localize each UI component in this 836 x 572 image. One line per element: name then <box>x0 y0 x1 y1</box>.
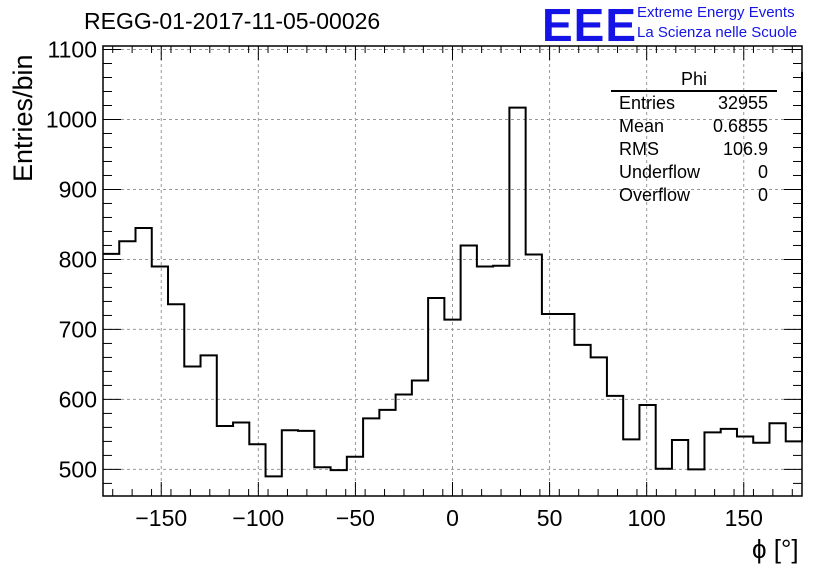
stats-label: Underflow <box>619 162 701 182</box>
x-tick-label: 150 <box>725 505 763 531</box>
stats-row-overflow: Overflow 0 <box>611 184 777 207</box>
y-tick-label: 900 <box>59 176 97 202</box>
stats-box: Phi Entries 32955 Mean 0.6855 RMS 106.9 … <box>611 68 777 207</box>
histogram-bin <box>688 469 704 496</box>
stats-label: Overflow <box>619 185 691 205</box>
stats-row-underflow: Underflow 0 <box>611 161 777 184</box>
eee-logo: EEE <box>542 0 638 51</box>
histogram-bin <box>721 429 737 496</box>
histogram-bin <box>672 440 688 496</box>
histogram-bin <box>412 381 428 496</box>
histogram-bin <box>152 266 168 496</box>
stats-label: RMS <box>619 139 659 159</box>
y-tick-label: 800 <box>59 246 97 272</box>
histogram-bin <box>542 314 558 496</box>
tick-labels: −150 −100 −50 0 50 100 150 500 600 700 800 900 1000 1… <box>46 36 763 531</box>
histogram-bin <box>201 355 217 496</box>
histogram-bin <box>233 423 249 496</box>
stats-label: Entries <box>619 93 676 113</box>
histogram-bin <box>753 443 769 496</box>
histogram-bin <box>119 241 135 496</box>
histogram-bin <box>737 437 753 496</box>
histogram-bin <box>623 439 639 496</box>
y-tick-label: 1100 <box>48 36 97 62</box>
histogram-bin <box>591 357 607 496</box>
y-tick-label: 1000 <box>46 106 97 132</box>
stats-title: Phi <box>611 68 777 92</box>
stats-value: 0 <box>757 185 768 205</box>
y-axis-label: Entries/bin <box>8 54 38 182</box>
x-tick-label: 0 <box>446 505 459 531</box>
y-tick-label: 700 <box>59 316 97 342</box>
histogram-bin <box>217 426 233 496</box>
x-tick-label: −150 <box>135 505 187 531</box>
y-tick-label: 500 <box>59 456 97 482</box>
histogram-bin <box>396 395 412 496</box>
x-tick-label: −100 <box>232 505 284 531</box>
histogram-bin <box>249 444 265 496</box>
histogram-bin <box>314 467 330 496</box>
histogram-bin <box>331 470 347 496</box>
chart-title: REGG-01-2017-11-05-00026 <box>84 8 381 34</box>
stats-label: Mean <box>619 116 665 136</box>
histogram-bin <box>607 396 623 496</box>
x-tick-label: −50 <box>336 505 375 531</box>
histogram-bin <box>769 423 785 496</box>
y-tick-label: 600 <box>59 386 97 412</box>
histogram-bin <box>526 255 542 496</box>
histogram-bin <box>656 469 672 496</box>
histogram-bin <box>639 405 655 496</box>
histogram-bin <box>379 410 395 496</box>
histogram-bin <box>786 441 802 496</box>
histogram-series <box>103 71 803 496</box>
stats-value: 106.9 <box>722 139 768 159</box>
stats-row-entries: Entries 32955 <box>611 92 777 115</box>
histogram-bin <box>493 266 509 496</box>
histogram-bin <box>363 418 379 496</box>
histogram-bin <box>477 266 493 496</box>
histogram-bin <box>136 228 152 496</box>
stats-value: 0 <box>757 162 768 182</box>
x-axis-label: ϕ [°] <box>752 534 799 564</box>
histogram-bin <box>282 430 298 496</box>
org-name-line1: Extreme Energy Events <box>637 4 795 21</box>
histogram-bin <box>574 345 590 496</box>
org-name-line2: La Scienza nelle Scuole <box>637 24 798 41</box>
histogram-bin <box>704 432 720 496</box>
histogram-bin <box>461 245 477 496</box>
x-tick-label: 50 <box>537 505 563 531</box>
x-tick-label: 100 <box>627 505 665 531</box>
stats-value: 0.6855 <box>712 116 768 136</box>
stats-value: 32955 <box>717 93 768 113</box>
stats-row-rms: RMS 106.9 <box>611 138 777 161</box>
histogram-bin <box>298 431 314 496</box>
stats-row-mean: Mean 0.6855 <box>611 115 777 138</box>
histogram-bin <box>558 314 574 496</box>
histogram-bin <box>184 367 200 496</box>
histogram-bin <box>103 254 119 496</box>
axis-ticks <box>103 46 802 496</box>
histogram-bin <box>509 108 525 496</box>
histogram-bin <box>444 320 460 496</box>
histogram-bin <box>168 304 184 496</box>
histogram-outline <box>103 71 803 478</box>
histogram-bin <box>428 298 444 496</box>
